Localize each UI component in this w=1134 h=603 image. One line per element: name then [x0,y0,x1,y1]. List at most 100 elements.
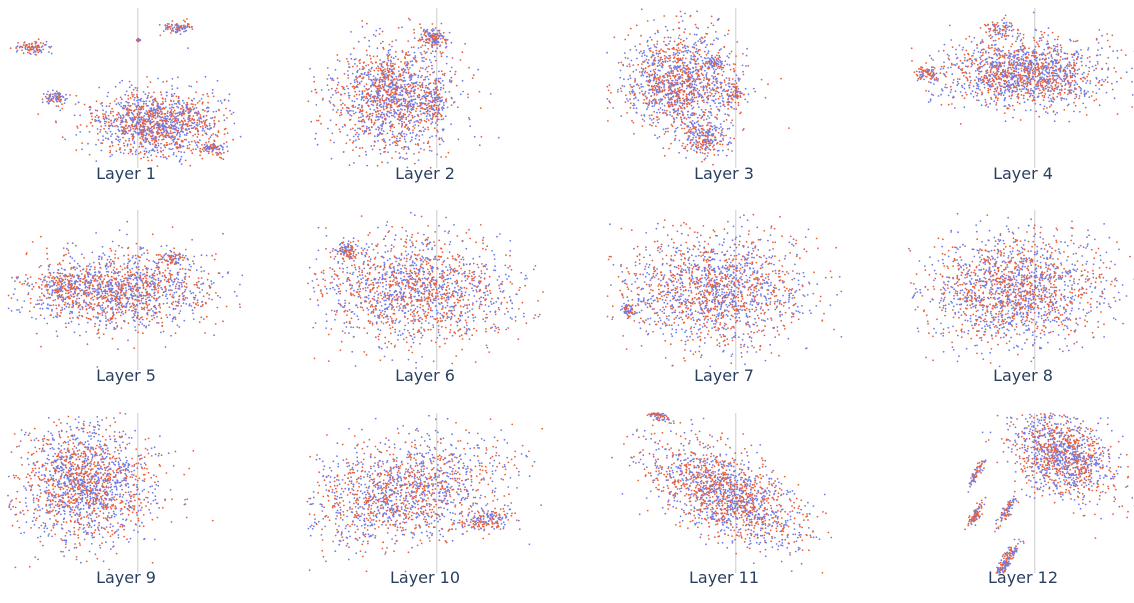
scatter-point [359,90,361,92]
scatter-point [347,134,349,136]
scatter-point [667,37,669,39]
scatter-point [139,99,141,101]
scatter-point [21,46,23,48]
scatter-point [153,127,155,129]
scatter-point [388,116,390,118]
scatter-point [620,62,622,64]
scatter-point [381,72,383,74]
scatter-point [137,38,139,40]
scatter-point [690,77,692,79]
scatter-point [149,115,151,117]
scatter-point [683,51,685,53]
scatter-point [173,107,175,109]
scatter-point [389,139,391,141]
scatter-point [132,126,134,128]
scatter-point [199,100,201,102]
scatter-point [315,104,317,106]
scatter-point [712,43,714,45]
scatter-point [676,74,678,76]
scatter-point [709,58,711,60]
scatter-point [192,123,194,125]
scatter-point [382,120,384,122]
scatter-point [680,116,682,118]
scatter-point [454,101,456,103]
scatter-point [678,96,680,98]
scatter-point [412,87,414,89]
scatter-point [330,102,332,104]
scatter-point [672,96,674,98]
scatter-point [212,144,214,146]
scatter-point [115,133,117,135]
scatter-point [35,54,37,56]
scatter-point [377,85,379,87]
scatter-point [220,157,222,159]
scatter-point [667,76,669,78]
scatter-point [713,25,715,27]
scatter-point [203,150,205,152]
scatter-point [171,106,173,108]
scatter-point [690,132,692,134]
scatter-point [392,83,394,85]
scatter-point [662,109,664,111]
scatter-point [224,119,226,121]
scatter-point [327,78,329,80]
scatter-point [96,120,98,122]
scatter-point [688,93,690,95]
scatter-point [138,41,140,43]
scatter-point [490,93,492,95]
scatter-point [625,101,627,103]
scatter-point [691,74,693,76]
scatter-point [95,109,97,111]
scatter-point [647,45,649,47]
scatter-point [713,72,715,74]
scatter-point [656,74,658,76]
scatter-point [187,121,189,123]
scatter-point [123,116,125,118]
scatter-point [358,107,360,109]
scatter-point [56,105,58,107]
scatter-point [337,109,339,111]
scatter-point [718,132,720,134]
scatter-point [174,26,176,28]
scatter-point [373,34,375,36]
scatter-point [711,16,713,18]
scatter-point [701,146,703,148]
scatter-point [392,63,394,65]
scatter-point [358,134,360,136]
scatter-point [212,154,214,156]
scatter-point [411,47,413,49]
scatter-point [127,105,129,107]
scatter-point [430,101,432,103]
scatter-point [429,137,431,139]
scatter-point [130,144,132,146]
scatter-point [409,122,411,124]
scatter-point [337,84,339,86]
scatter-point [429,105,431,107]
scatter-point [388,50,390,52]
scatter-point [352,110,354,112]
scatter-point [698,106,700,108]
scatter-point [377,126,379,128]
scatter-point [649,37,651,39]
scatter-point [330,119,332,121]
scatter-point [753,88,755,90]
scatter-point [677,127,679,129]
scatter-point [387,151,389,153]
scatter-point [385,73,387,75]
scatter-point [353,47,355,49]
scatter-point [711,62,713,64]
scatter-point [174,103,176,105]
scatter-point [432,117,434,119]
scatter-point [378,67,380,69]
scatter-point [350,53,352,55]
scatter-point [393,109,395,111]
scatter-point [37,52,39,54]
scatter-point [125,114,127,116]
scatter-point [175,28,177,30]
scatter-point [310,121,312,123]
scatter-point [653,44,655,46]
scatter-point [640,83,642,85]
scatter-point [643,68,645,70]
scatter-point [192,127,194,129]
scatter-point [415,85,417,87]
